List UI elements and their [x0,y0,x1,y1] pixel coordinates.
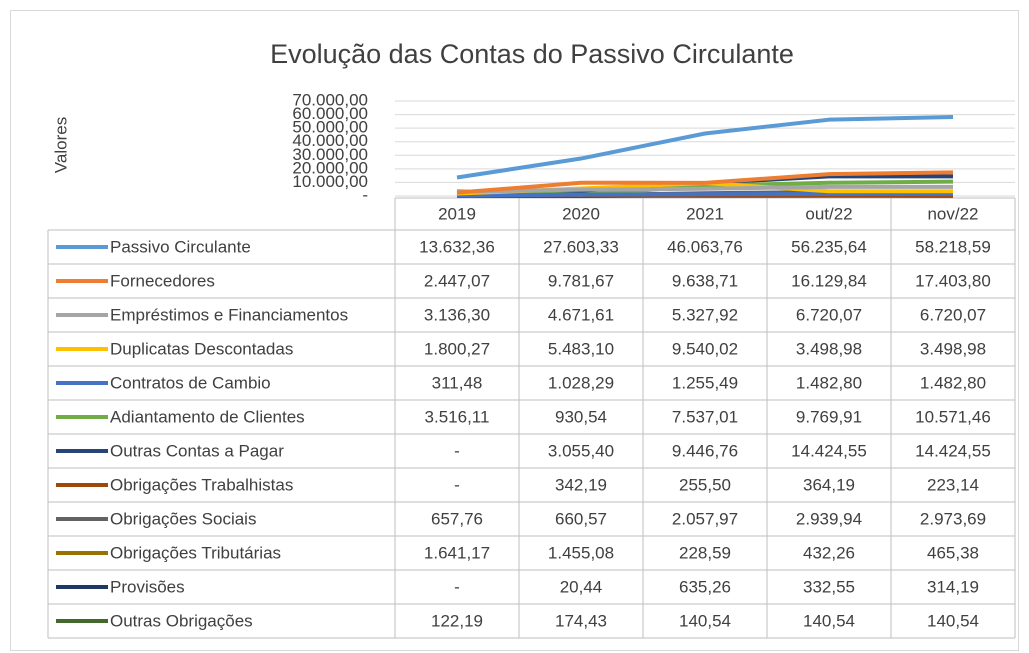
table-value: 9.769,91 [796,407,862,426]
table-value: 332,55 [803,577,855,596]
table-value: 635,26 [679,577,731,596]
x-tick-label: 2019 [438,204,476,223]
table-value: - [454,577,460,596]
table-value: 58.218,59 [915,237,991,256]
x-tick-label: 2020 [562,204,600,223]
legend-label: Contratos de Cambio [110,373,271,392]
table-value: 930,54 [555,407,607,426]
table-value: 342,19 [555,475,607,494]
table-value: 46.063,76 [667,237,743,256]
table-value: 14.424,55 [791,441,867,460]
table-value: 1.641,17 [424,543,490,562]
legend-label: Duplicatas Descontadas [110,339,293,358]
table-value: 6.720,07 [920,305,986,324]
table-value: 140,54 [679,611,731,630]
x-tick-label: nov/22 [927,204,978,223]
table-value: 56.235,64 [791,237,867,256]
series-line [456,114,954,180]
table-value: 223,14 [927,475,979,494]
legend-label: Outras Contas a Pagar [110,441,284,460]
legend-label: Obrigações Trabalhistas [110,475,293,494]
table-value: 9.540,02 [672,339,738,358]
table-value: 1.255,49 [672,373,738,392]
table-value: 311,48 [432,373,483,392]
y-tick-label: 50.000,00 [292,118,368,137]
y-tick-label: 70.000,00 [292,90,368,109]
table-value: 20,44 [560,577,603,596]
table-value: 2.939,94 [796,509,862,528]
table-value: 1.455,08 [548,543,614,562]
table-value: 13.632,36 [419,237,495,256]
legend-label: Obrigações Tributárias [110,543,281,562]
table-value: 10.571,46 [915,407,991,426]
table-value: 140,54 [927,611,979,630]
table-value: 465,38 [927,543,979,562]
table-value: 14.424,55 [915,441,991,460]
table-value: 660,57 [555,509,607,528]
table-value: 3.136,30 [424,305,490,324]
table-value: 9.638,71 [672,271,738,290]
table-value: - [454,441,460,460]
series-line [456,170,954,195]
table-value: 3.055,40 [548,441,614,460]
legend-label: Provisões [110,577,185,596]
legend-label: Adiantamento de Clientes [110,407,305,426]
series-line [456,191,953,198]
table-value: 122,19 [431,611,483,630]
y-tick-label: 60.000,00 [292,104,368,123]
table-value: 2.057,97 [672,509,738,528]
table-value: 255,50 [679,475,731,494]
table-value: 314,19 [927,577,979,596]
table-value: 7.537,01 [672,407,738,426]
y-tick-label: - [362,185,368,204]
table-value: 364,19 [803,475,855,494]
table-value: 3.516,11 [425,407,490,426]
table-value: 228,59 [679,543,731,562]
table-value: 2.973,69 [920,509,986,528]
table-value: 174,43 [555,611,607,630]
table-value: 2.447,07 [424,271,490,290]
table-value: 4.671,61 [548,305,614,324]
table-value: 27.603,33 [543,237,619,256]
table-value: 1.482,80 [920,373,986,392]
table-value: 9.781,67 [548,271,614,290]
chart-title: Evolução das Contas do Passivo Circulant… [270,39,794,69]
table-value: 6.720,07 [796,305,862,324]
table-value: 1.482,80 [796,373,862,392]
table-value: 3.498,98 [920,339,986,358]
y-tick-label: 10.000,00 [292,172,368,191]
y-tick-label: 40.000,00 [292,131,368,150]
table-value: 1.028,29 [548,373,614,392]
legend-label: Obrigações Sociais [110,509,256,528]
table-value: 5.483,10 [548,339,614,358]
table-value: 16.129,84 [791,271,867,290]
y-tick-label: 20.000,00 [292,158,368,177]
chart-frame [10,10,1019,651]
table-value: - [454,475,460,494]
table-value: 5.327,92 [672,305,738,324]
table-value: 17.403,80 [915,271,991,290]
legend-label: Empréstimos e Financiamentos [110,305,348,324]
table-value: 3.498,98 [796,339,862,358]
table-value: 1.800,27 [424,339,490,358]
series-line [456,184,953,194]
table-value: 657,76 [431,509,483,528]
y-axis-label: Valores [51,117,70,173]
x-tick-label: out/22 [805,204,852,223]
legend-label: Fornecedores [110,271,215,290]
y-tick-label: 30.000,00 [292,145,368,164]
legend-label: Passivo Circulante [110,237,251,256]
table-value: 140,54 [803,611,855,630]
table-value: 9.446,76 [672,441,738,460]
x-tick-label: 2021 [686,204,724,223]
legend-label: Outras Obrigações [110,611,253,630]
table-value: 432,26 [803,543,855,562]
